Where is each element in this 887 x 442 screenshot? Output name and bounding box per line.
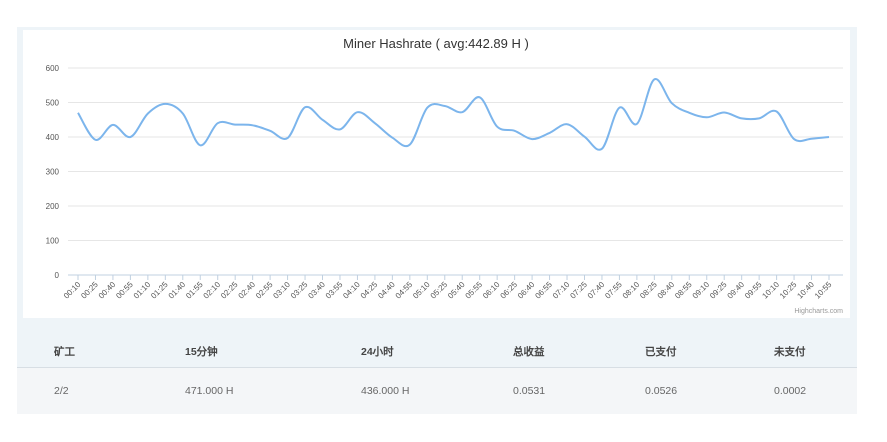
x-tick-label: 09:25: [708, 280, 729, 301]
x-tick-label: 07:40: [586, 280, 607, 301]
x-tick-label: 04:40: [376, 280, 397, 301]
cell-paid: 0.0526: [645, 385, 678, 397]
y-tick-label: 500: [46, 99, 60, 108]
x-tick-label: 00:25: [79, 280, 100, 301]
cell-24h: 436.000 H: [361, 385, 410, 397]
x-tick-label: 02:55: [254, 280, 275, 301]
x-tick-label: 03:40: [306, 280, 327, 301]
x-tick-label: 09:10: [691, 280, 712, 301]
x-tick-label: 09:40: [726, 280, 747, 301]
x-tick-label: 08:40: [656, 280, 677, 301]
x-tick-label: 08:25: [638, 280, 659, 301]
x-tick-label: 01:55: [184, 280, 205, 301]
x-tick-label: 05:40: [446, 280, 467, 301]
x-tick-label: 10:10: [760, 280, 781, 301]
x-tick-label: 10:40: [795, 280, 816, 301]
x-tick-label: 01:40: [167, 280, 188, 301]
x-tick-label: 08:55: [673, 280, 694, 301]
chart-title: Miner Hashrate ( avg:442.89 H ): [343, 36, 529, 51]
x-tick-label: 06:10: [481, 280, 502, 301]
header-paid: 已支付: [645, 345, 677, 358]
x-tick-label: 00:10: [62, 280, 83, 301]
x-tick-label: 05:55: [464, 280, 485, 301]
x-tick-label: 06:25: [499, 280, 520, 301]
header-total-earnings: 总收益: [513, 345, 545, 358]
x-tick-label: 07:25: [568, 280, 589, 301]
x-tick-label: 02:10: [202, 280, 223, 301]
x-tick-label: 03:25: [289, 280, 310, 301]
x-tick-label: 10:25: [778, 280, 799, 301]
x-tick-label: 07:55: [603, 280, 624, 301]
series-line: [77, 78, 830, 151]
y-tick-label: 400: [46, 133, 60, 142]
x-tick-label: 10:55: [813, 280, 834, 301]
x-tick-label: 08:10: [621, 280, 642, 301]
y-tick-label: 600: [46, 64, 60, 73]
x-tick-label: 07:10: [551, 280, 572, 301]
x-tick-label: 01:25: [149, 280, 170, 301]
y-tick-label: 100: [46, 237, 60, 246]
x-tick-label: 03:10: [271, 280, 292, 301]
stats-table: 矿工 15分钟 24小时 总收益 已支付 未支付 2/2 471.000 H 4…: [17, 335, 857, 415]
header-24h: 24小时: [361, 345, 394, 358]
chart-svg: Miner Hashrate ( avg:442.89 H ) 0 100 200 30…: [46, 36, 844, 315]
table-row: 2/2 471.000 H 436.000 H 0.0531 0.0526 0.…: [17, 367, 857, 414]
cell-miner: 2/2: [54, 385, 69, 397]
hashrate-chart: Miner Hashrate ( avg:442.89 H ) 0 100 200 30…: [23, 30, 850, 318]
x-tick-label: 04:10: [341, 280, 362, 301]
table-header: 矿工 15分钟 24小时 总收益 已支付 未支付: [17, 335, 857, 367]
x-tick-label: 02:40: [237, 280, 258, 301]
cell-unpaid: 0.0002: [774, 385, 807, 397]
x-tick-label: 00:40: [97, 280, 118, 301]
header-unpaid: 未支付: [774, 345, 806, 358]
y-tick-label: 200: [46, 202, 60, 211]
y-tick-label: 0: [55, 271, 60, 280]
header-15min: 15分钟: [185, 345, 218, 358]
x-tick-label: 02:25: [219, 280, 240, 301]
x-tick-label: 09:55: [743, 280, 764, 301]
cell-15min: 471.000 H: [185, 385, 234, 397]
x-tick-label: 06:40: [516, 280, 537, 301]
header-miner: 矿工: [54, 345, 75, 358]
x-tick-label: 03:55: [324, 280, 345, 301]
cell-total-earnings: 0.0531: [513, 385, 546, 397]
x-tick-label: 00:55: [114, 280, 135, 301]
x-tick-label: 04:25: [359, 280, 380, 301]
x-tick-label: 04:55: [394, 280, 415, 301]
y-tick-label: 300: [46, 168, 60, 177]
chart-credit: Highcharts.com: [794, 308, 843, 315]
x-tick-label: 01:10: [132, 280, 153, 301]
x-tick-label: 06:55: [533, 280, 554, 301]
x-tick-label: 05:25: [429, 280, 450, 301]
x-tick-label: 05:10: [411, 280, 432, 301]
